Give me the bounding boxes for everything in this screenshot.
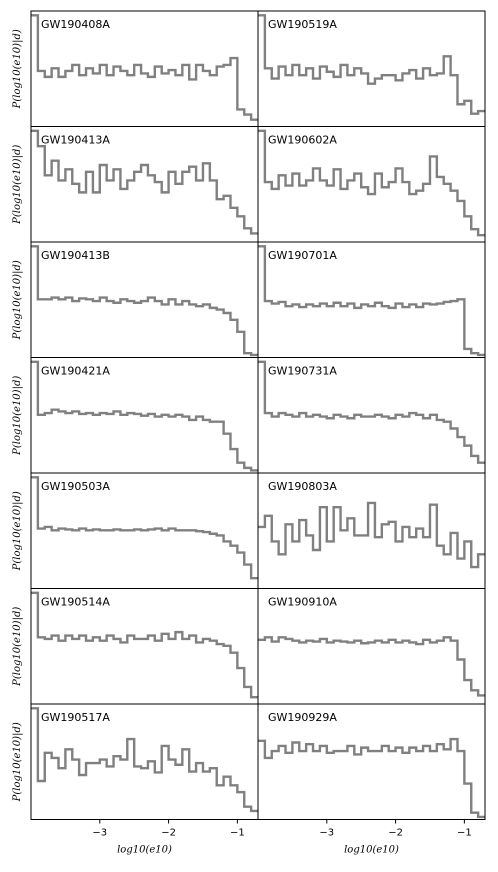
panel-gw190701a: GW190701A — [257, 241, 486, 358]
panels-layer: GW190408A P(log10(e10)|d) GW190519A GW19041… — [12, 10, 486, 820]
panel-gw190910a: GW190910A — [257, 588, 486, 705]
panel-gw190408a: GW190408A P(log10(e10)|d) — [12, 10, 259, 127]
histogram-step-line — [258, 360, 485, 464]
panel-title: GW190517A — [41, 711, 110, 724]
histogram-step-line — [31, 476, 258, 580]
panel-gw190514a: GW190514A P(log10(e10)|d) — [12, 588, 259, 705]
panel-frame — [257, 703, 486, 820]
x-tick-label: −1 — [457, 828, 472, 839]
panel-title: GW190503A — [41, 480, 110, 493]
y-axis-label: P(log10(e10)|d) — [12, 491, 23, 571]
histogram-step-line — [258, 737, 485, 819]
y-axis-label: P(log10(e10)|d) — [12, 260, 23, 340]
histogram-step-line — [258, 245, 485, 357]
panel-title: GW190514A — [41, 596, 110, 609]
panel-gw190519a: GW190519A — [257, 10, 486, 127]
y-axis-label: P(log10(e10)|d) — [12, 29, 23, 109]
panel-gw190731a: GW190731A — [257, 357, 486, 474]
histogram-step-line — [31, 707, 258, 813]
histogram-step-line — [258, 14, 485, 115]
panel-gw190929a: GW190929A — [257, 703, 486, 820]
x-tick-label: −3 — [319, 828, 334, 839]
y-axis-label: P(log10(e10)|d) — [12, 607, 23, 687]
histogram-step-line — [31, 129, 258, 235]
panel-gw190413a: GW190413A P(log10(e10)|d) — [12, 126, 259, 243]
histogram-step-line — [258, 636, 485, 697]
histogram-step-line — [258, 129, 485, 237]
histogram-step-line — [31, 591, 258, 699]
panel-title: GW190701A — [268, 249, 337, 262]
y-axis-label: P(log10(e10)|d) — [12, 722, 23, 802]
panel-title: GW190929A — [268, 711, 337, 724]
panel-title: GW190421A — [41, 365, 110, 378]
histogram-step-line — [31, 360, 258, 472]
panel-title: GW190602A — [268, 134, 337, 147]
x-tick-label: −1 — [230, 828, 245, 839]
histogram-step-line — [31, 14, 258, 121]
y-axis-label: P(log10(e10)|d) — [12, 145, 23, 225]
panel-title: GW190731A — [268, 365, 337, 378]
panel-gw190413b: GW190413B P(log10(e10)|d) — [12, 241, 259, 358]
histogram-step-line — [31, 245, 258, 357]
x-tick-label: −2 — [388, 828, 403, 839]
x-axis-label: log10(e10) — [344, 845, 399, 856]
panel-gw190421a: GW190421A P(log10(e10)|d) — [12, 357, 259, 474]
panel-title: GW190413A — [41, 134, 110, 147]
histogram-step-line — [258, 501, 485, 569]
y-axis-label: P(log10(e10)|d) — [12, 376, 23, 456]
x-axis-label: log10(e10) — [117, 845, 172, 856]
x-tick-label: −3 — [92, 828, 107, 839]
panel-gw190503a: GW190503A P(log10(e10)|d) — [12, 472, 259, 589]
panel-gw190517a: GW190517A P(log10(e10)|d) — [12, 703, 259, 820]
panel-title: GW190910A — [268, 596, 337, 609]
panel-title: GW190519A — [268, 18, 337, 31]
x-axes-layer: −3 −2 −1 log10(e10) −3 −2 −1 log10(e10) — [92, 819, 472, 856]
panel-title: GW190803A — [268, 480, 337, 493]
x-tick-label: −2 — [161, 828, 176, 839]
panel-gw190602a: GW190602A — [257, 126, 486, 243]
panel-gw190803a: GW190803A — [257, 472, 486, 589]
panel-title: GW190413B — [41, 249, 110, 262]
panel-title: GW190408A — [41, 18, 110, 31]
